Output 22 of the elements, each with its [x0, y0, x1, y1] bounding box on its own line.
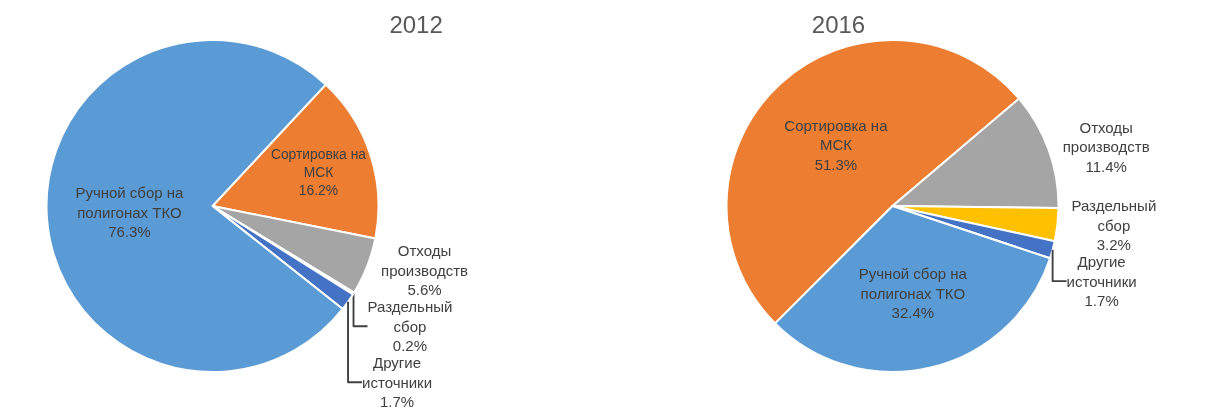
slice-label: Сортировка на МСК — [784, 116, 889, 154]
slice-label: Отходы производств — [381, 242, 469, 279]
slice-label: Раздельный сбор — [367, 298, 453, 335]
data-label: 11.4% — [1085, 157, 1127, 175]
data-label: 5.6% — [407, 281, 442, 299]
data-label: 76.3% — [108, 223, 151, 241]
data-label: 1.7% — [379, 393, 415, 411]
chart-title: 2012 — [389, 11, 443, 39]
slice-label: Другие источники — [362, 354, 433, 391]
data-label: 51.3% — [814, 155, 858, 173]
slice-label: Ручной сбор на полигонах ТКО — [75, 184, 185, 221]
slice-label: Другие источники — [1066, 253, 1137, 290]
slice-label: Ручной сбор на полигонах ТКО — [858, 265, 968, 302]
slice-label: Отходы производств — [1062, 118, 1150, 156]
slice-label: Сортировка на МСК — [270, 145, 367, 180]
data-label: 3.2% — [1096, 236, 1131, 254]
data-label: 16.2% — [298, 181, 339, 198]
data-label: 32.4% — [891, 304, 935, 322]
data-label: 0.2% — [392, 337, 428, 355]
data-label: 1.7% — [1084, 292, 1119, 310]
slice-label: Раздельный сбор — [1071, 197, 1157, 234]
chart-title: 2016 — [811, 11, 866, 39]
